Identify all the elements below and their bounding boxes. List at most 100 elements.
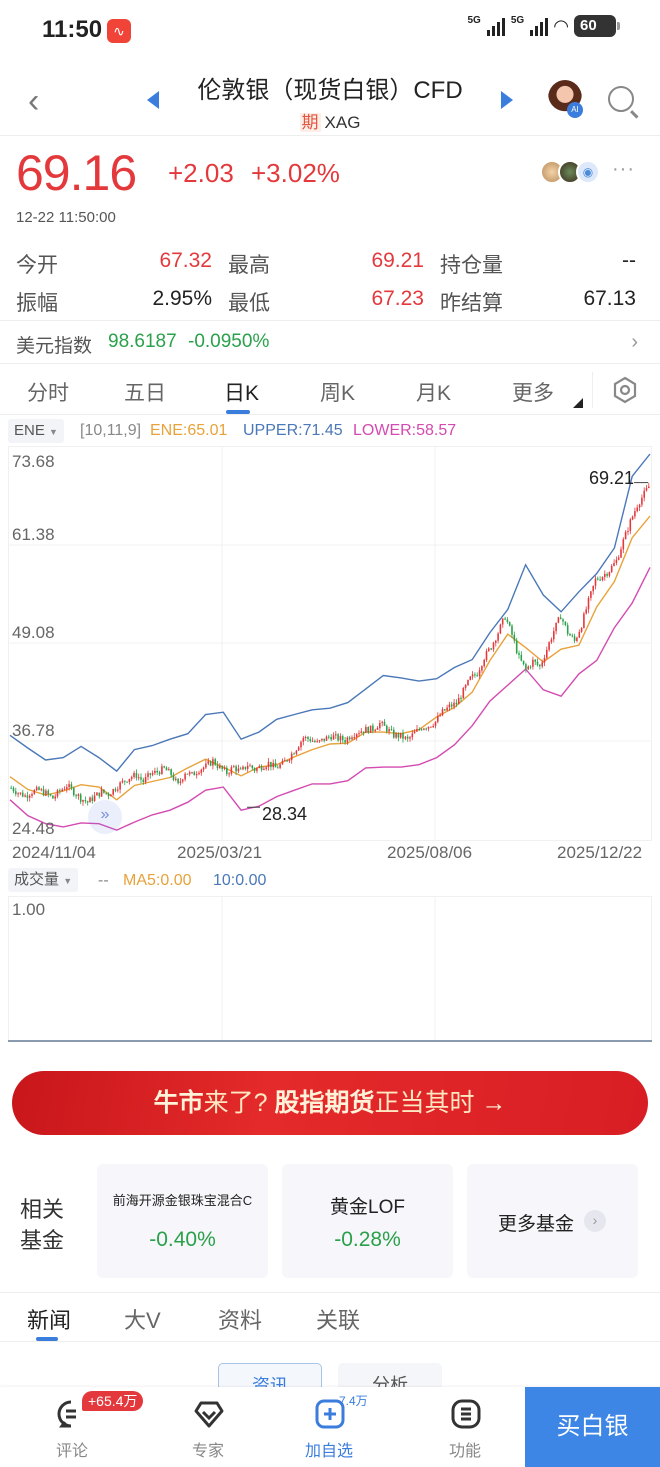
tab-daily-k[interactable]: 日K [224,382,260,405]
chart-settings-icon[interactable] [612,376,638,404]
experts-button[interactable]: 专家 [168,1387,248,1467]
expand-left-icon[interactable]: » [88,800,122,834]
social-avatars[interactable]: ◉ [540,160,600,184]
signal-icon [486,16,505,36]
volume-indicator-selector[interactable]: 成交量 ▼ [8,868,79,892]
indicator-ene: ENE:65.01 [150,422,228,439]
active-tab-indicator [36,1337,58,1341]
experts-label: 专家 [191,1443,224,1460]
fund-card[interactable]: 黄金LOF -0.28% [282,1164,453,1278]
tab-intraday[interactable]: 分时 [27,382,69,405]
weibo-icon: ◉ [576,160,600,184]
stat-value: 69.21 [371,249,424,272]
volume-value: -- [98,872,109,889]
y-tick: 61.38 [12,525,55,544]
banner-text: 牛市 [153,1089,204,1117]
y-tick: 73.68 [12,452,55,471]
volume-label: 成交量 [14,871,60,888]
buy-silver-button[interactable]: 买白银 [525,1387,660,1467]
prev-instrument-icon[interactable] [147,91,159,109]
tab-news[interactable]: 新闻 [27,1308,72,1333]
promo-banner[interactable]: 牛市来了? 股指期货正当其时 → [12,1071,648,1135]
tab-big-v[interactable]: 大V [124,1308,161,1333]
comments-button[interactable]: 评论 [32,1387,112,1467]
divider [592,372,593,408]
usd-index-value: 98.6187 [108,331,177,352]
banner-text: 股指期货 [274,1089,375,1117]
stat-value: 67.32 [159,249,212,272]
dropdown-corner-icon [573,398,583,408]
stat-value: 2.95% [152,287,212,310]
caret-down-icon: ▼ [63,876,73,886]
fund-card[interactable]: 前海开源金银珠宝混合C -0.40% [97,1164,268,1278]
page-title: 伦敦银（现货白银）CFD [197,77,463,104]
volume-chart[interactable] [0,896,660,1046]
more-funds-button[interactable]: 更多基金 › [467,1164,638,1278]
indicator-name: ENE [14,422,45,439]
y-tick: 36.78 [12,721,55,740]
stat-label: 最高 [228,254,270,277]
low-annotation: 28.34 [262,804,308,824]
fund-name: 前海开源金银珠宝混合C [112,1193,253,1208]
y-tick: 24.48 [12,819,55,838]
x-tick: 2025/08/06 [387,843,473,862]
comments-badge: +65.4万 [82,1391,144,1411]
volume-ma10: 10:0.00 [213,872,267,889]
chevron-right-icon: › [584,1210,606,1232]
indicator-selector[interactable]: ENE ▼ [8,419,64,443]
futures-tag: 期 [299,113,321,132]
add-watchlist-button[interactable]: 7.4万 加自选 [289,1387,369,1467]
tab-weekly-k[interactable]: 周K [320,382,356,405]
fund-change: -0.40% [149,1228,216,1251]
stat-value: 67.13 [583,287,636,310]
search-icon[interactable] [608,86,634,112]
chart-period-tabs: 分时 五日 日K 周K 月K 更多 [0,365,660,415]
fund-change: -0.28% [334,1228,401,1251]
usd-index-label: 美元指数 [16,336,93,357]
banner-text: 来了? [203,1089,268,1117]
stat-label: 昨结算 [440,292,503,315]
usd-index-row[interactable]: 美元指数 98.6187 -0.0950% › [0,320,660,364]
x-tick: 2025/03/21 [177,843,263,862]
candlestick-chart[interactable] [0,446,660,846]
more-icon[interactable]: ··· [612,158,635,180]
tab-monthly-k[interactable]: 月K [416,382,452,405]
indicator-lower: LOWER:58.57 [353,422,457,439]
title-line: 相关 [20,1197,65,1222]
stat-value: -- [622,249,636,272]
high-annotation: 69.21 [589,468,635,488]
caret-down-icon: ▼ [49,427,58,437]
y-tick: 49.08 [12,623,55,642]
next-instrument-icon[interactable] [501,91,513,109]
signal-icon-2 [530,16,549,36]
comment-icon [57,1400,76,1428]
header: ‹ 伦敦银（现货白银）CFD 期 XAG AI [0,60,660,136]
network-label: 5G [467,15,481,26]
stat-label: 振幅 [16,292,58,315]
usd-index-change: -0.0950% [188,331,270,352]
tab-related[interactable]: 关联 [316,1308,361,1333]
ai-badge: AI [567,102,583,118]
expert-icon [194,1401,224,1428]
functions-label: 功能 [448,1443,481,1460]
tab-profile[interactable]: 资料 [218,1308,263,1333]
x-tick: 2025/12/22 [557,843,643,862]
network-label-2: 5G [510,15,525,26]
code-label: XAG [324,113,361,132]
stat-label: 持仓量 [440,254,503,277]
banner-text: 正当其时 [374,1089,475,1117]
tab-more[interactable]: 更多 [512,382,554,405]
back-chevron-icon[interactable]: ‹ [28,82,40,120]
quote-timestamp: 12-22 11:50:00 [16,209,116,226]
battery-icon: 60 [574,15,620,37]
tab-five-day[interactable]: 五日 [124,382,166,405]
watchlist-label: 加自选 [304,1443,353,1460]
add-icon [315,1399,345,1429]
indicator-upper: UPPER:71.45 [243,422,343,439]
volume-y-tick: 1.00 [12,900,46,919]
last-price: 69.16 [16,145,137,201]
volume-ma5: MA5:0.00 [123,872,192,889]
menu-icon [451,1399,481,1429]
functions-button[interactable]: 功能 [425,1387,505,1467]
price-change: +2.03 [168,158,234,188]
